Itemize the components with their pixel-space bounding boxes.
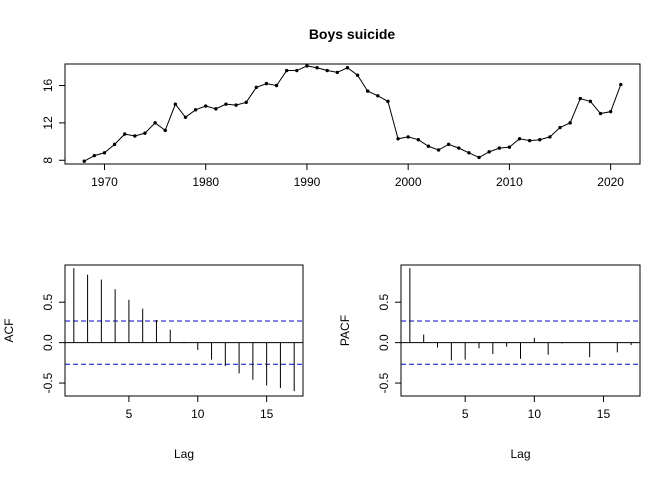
x-tick-label: 2010 bbox=[496, 175, 523, 189]
plot-frame bbox=[64, 63, 641, 165]
y-tick-label: 12 bbox=[41, 116, 55, 130]
data-point bbox=[204, 104, 208, 108]
x-axis: 1970 1980 1990 2000 2010 2020 bbox=[91, 164, 624, 189]
y-axis-label: PACF bbox=[338, 315, 352, 346]
data-point bbox=[416, 138, 421, 142]
x-tick-label: 2020 bbox=[597, 175, 624, 189]
y-axis-label: ACF bbox=[2, 319, 16, 343]
data-point bbox=[578, 96, 582, 101]
data-point bbox=[457, 146, 461, 150]
data-point bbox=[608, 109, 613, 114]
x-tick-label: 1990 bbox=[294, 175, 321, 189]
data-point bbox=[315, 66, 319, 70]
data-point bbox=[143, 131, 147, 135]
data-point bbox=[183, 115, 188, 119]
y-tick-label: -0.5 bbox=[41, 372, 55, 393]
data-point bbox=[173, 102, 178, 106]
data-point bbox=[264, 81, 269, 86]
data-point bbox=[558, 125, 562, 130]
data-point bbox=[112, 142, 117, 147]
data-point bbox=[507, 145, 512, 149]
data-point bbox=[153, 121, 157, 125]
x-axis-label: Lag bbox=[510, 447, 530, 461]
acf-panel: 5 10 15 -0.5 0.0 0.5 Lag ACF bbox=[2, 264, 304, 461]
x-tick-label: 1970 bbox=[91, 175, 118, 189]
data-point bbox=[588, 99, 593, 104]
data-point bbox=[396, 137, 400, 141]
x-axis: 5 10 15 bbox=[462, 396, 611, 421]
data-point bbox=[123, 132, 127, 136]
y-tick-label: 0.5 bbox=[377, 294, 391, 311]
x-tick-label: 15 bbox=[260, 407, 274, 421]
data-point bbox=[497, 146, 501, 150]
y-axis: -0.5 0.0 0.5 bbox=[41, 294, 65, 393]
data-point bbox=[406, 135, 410, 139]
data-point bbox=[214, 107, 218, 111]
data-point bbox=[335, 70, 340, 75]
x-tick-label: 2000 bbox=[395, 175, 422, 189]
data-point bbox=[295, 68, 299, 73]
chart-title: Boys suicide bbox=[309, 26, 396, 42]
data-point bbox=[548, 135, 552, 139]
data-point bbox=[538, 138, 542, 142]
data-point bbox=[224, 102, 228, 106]
series-line bbox=[83, 65, 622, 162]
x-tick-label: 15 bbox=[597, 407, 611, 421]
data-point bbox=[568, 121, 572, 125]
data-point bbox=[345, 66, 350, 70]
time-series-panel: 1970 1980 1990 2000 2010 2020 8 12 16 bbox=[41, 63, 641, 189]
data-point bbox=[477, 155, 481, 160]
x-tick-label: 1980 bbox=[192, 175, 219, 189]
data-point bbox=[436, 148, 441, 152]
plot-frame bbox=[64, 264, 304, 397]
y-tick-label: 0.0 bbox=[377, 334, 391, 351]
y-tick-label: 0.0 bbox=[41, 334, 55, 351]
data-point bbox=[325, 68, 329, 73]
x-axis: 5 10 15 bbox=[126, 396, 274, 421]
y-tick-label: 16 bbox=[41, 79, 55, 93]
x-tick-label: 10 bbox=[191, 407, 205, 421]
data-point bbox=[82, 159, 86, 163]
data-point bbox=[355, 73, 360, 77]
data-point bbox=[487, 150, 491, 154]
data-point bbox=[619, 82, 623, 87]
x-tick-label: 10 bbox=[528, 407, 542, 421]
y-axis: 8 12 16 bbox=[41, 79, 65, 164]
y-axis: -0.5 0.0 0.5 bbox=[377, 294, 401, 393]
data-point bbox=[274, 83, 279, 88]
data-point bbox=[102, 151, 107, 155]
data-point bbox=[92, 153, 97, 158]
data-point bbox=[284, 68, 289, 73]
plot-frame bbox=[400, 264, 641, 397]
x-tick-label: 5 bbox=[462, 407, 469, 421]
y-tick-label: -0.5 bbox=[377, 372, 391, 393]
y-tick-label: 8 bbox=[41, 157, 55, 164]
data-point bbox=[193, 108, 198, 112]
data-point bbox=[365, 89, 370, 93]
data-point bbox=[598, 111, 603, 116]
data-point bbox=[376, 94, 380, 98]
data-point bbox=[254, 85, 259, 90]
data-point bbox=[234, 103, 238, 107]
data-point bbox=[426, 144, 431, 148]
data-point bbox=[163, 128, 167, 133]
data-point bbox=[527, 138, 532, 143]
data-point bbox=[244, 100, 248, 105]
data-point bbox=[386, 99, 390, 104]
data-point bbox=[467, 151, 471, 155]
data-point bbox=[446, 142, 451, 147]
data-point bbox=[305, 64, 309, 68]
data-point bbox=[517, 137, 522, 141]
x-axis-label: Lag bbox=[174, 447, 194, 461]
data-point bbox=[133, 134, 137, 138]
y-tick-label: 0.5 bbox=[41, 294, 55, 311]
pacf-panel: 5 10 15 -0.5 0.0 0.5 Lag PACF bbox=[338, 264, 641, 461]
x-tick-label: 5 bbox=[126, 407, 133, 421]
